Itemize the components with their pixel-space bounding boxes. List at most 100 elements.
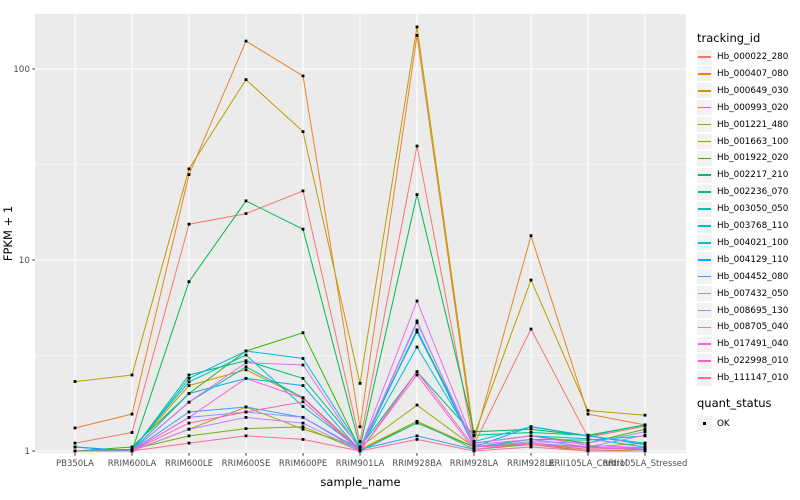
ok-square-marker-icon <box>697 416 712 431</box>
data-point <box>643 423 647 427</box>
legend-entry-Hb_004129_110: Hb_004129_110 <box>697 252 788 268</box>
data-point <box>472 441 476 445</box>
data-point <box>187 427 191 431</box>
data-point <box>244 39 248 43</box>
legend-entry-Hb_007432_050: Hb_007432_050 <box>697 286 789 302</box>
legend-label: Hb_000649_030 <box>717 85 789 96</box>
legend-entry-Hb_002217_210: Hb_002217_210 <box>697 167 789 183</box>
data-point <box>244 415 248 419</box>
data-point <box>244 349 248 353</box>
data-point <box>244 405 248 409</box>
legend-entry-quant-ok: OK <box>697 416 730 431</box>
data-point <box>244 368 248 372</box>
x-tick-label: PB350LA <box>56 459 94 469</box>
data-point <box>586 412 590 416</box>
legend-entry-Hb_000022_280: Hb_000022_280 <box>697 49 789 65</box>
y-tick-label: 1 <box>24 447 30 457</box>
line-swatch-icon <box>697 134 712 149</box>
data-point <box>472 430 476 434</box>
data-point <box>586 409 590 412</box>
line-swatch-icon <box>697 336 712 352</box>
legend-entry-Hb_000649_030: Hb_000649_030 <box>697 83 789 99</box>
data-point <box>529 425 533 429</box>
data-point <box>244 410 248 414</box>
line-swatch-icon <box>697 319 712 335</box>
data-point <box>301 425 305 429</box>
data-point <box>643 447 647 451</box>
data-point <box>529 431 533 434</box>
data-point <box>586 446 590 450</box>
data-point <box>586 434 590 438</box>
data-point <box>529 327 533 331</box>
legend-label: Hb_001221_480 <box>717 119 789 130</box>
data-point <box>130 449 134 453</box>
line-swatch-icon <box>697 184 712 200</box>
legend-label: Hb_002236_070 <box>717 187 789 198</box>
data-point <box>415 373 419 377</box>
x-tick-label: RRIM928LA <box>450 459 499 469</box>
data-point <box>130 412 134 416</box>
legend-entry-Hb_022998_010: Hb_022998_010 <box>697 353 788 369</box>
data-point <box>187 441 191 445</box>
data-point <box>187 376 191 380</box>
y-tick-label: 100 <box>13 65 30 75</box>
data-point <box>187 280 191 284</box>
legend-entry-Hb_111147_010: Hb_111147_010 <box>697 370 788 386</box>
data-point <box>415 319 419 323</box>
data-point <box>472 447 476 451</box>
line-swatch-icon <box>697 66 712 82</box>
data-point <box>358 381 362 385</box>
data-point <box>415 345 419 349</box>
data-point <box>415 321 419 325</box>
data-point <box>529 438 533 441</box>
data-point <box>415 438 419 441</box>
data-point <box>73 441 77 445</box>
data-point <box>472 443 476 447</box>
data-point <box>586 447 590 451</box>
legend-label: Hb_000022_280 <box>717 52 789 62</box>
data-point <box>244 359 248 363</box>
legend-label: Hb_008695_130 <box>717 305 789 316</box>
data-point <box>415 193 419 196</box>
data-point <box>244 361 248 365</box>
data-point <box>301 357 305 360</box>
legend-label: Hb_004452_080 <box>717 271 789 282</box>
data-point <box>130 431 134 434</box>
data-point <box>244 427 248 431</box>
data-point <box>358 445 362 449</box>
legend-entry-Hb_000993_020: Hb_000993_020 <box>697 100 788 116</box>
legend-label: Hb_001922_020 <box>717 153 789 164</box>
line-swatch-icon <box>697 370 712 386</box>
x-tick-label: RRIM600PE <box>279 459 327 469</box>
data-point <box>244 199 248 203</box>
x-tick-label: RRIM928LE <box>507 459 555 469</box>
data-point <box>586 437 590 441</box>
data-point <box>301 421 305 425</box>
data-point <box>415 25 419 29</box>
x-axis-title: sample_name <box>320 475 400 489</box>
data-point <box>415 403 419 407</box>
data-point <box>358 440 362 443</box>
data-point <box>643 413 647 417</box>
data-point <box>301 415 305 419</box>
data-point <box>301 363 305 367</box>
data-point <box>529 445 533 449</box>
data-point <box>130 373 134 377</box>
data-point <box>472 449 476 453</box>
data-point <box>301 331 305 335</box>
data-point <box>301 405 305 408</box>
data-point <box>301 384 305 387</box>
data-point <box>187 410 191 414</box>
line-swatch-icon <box>697 303 712 318</box>
data-point <box>244 212 248 215</box>
data-point <box>187 380 191 384</box>
legend-label: Hb_007432_050 <box>717 288 789 299</box>
legend-entry-Hb_004452_080: Hb_004452_080 <box>697 269 789 285</box>
legend-label: Hb_003050_050 <box>717 204 789 215</box>
data-point <box>529 441 533 445</box>
legend-entry-Hb_002236_070: Hb_002236_070 <box>697 184 789 200</box>
data-point <box>130 447 134 451</box>
legend-label: Hb_002217_210 <box>717 170 789 181</box>
y-axis-title: FPKM + 1 <box>1 206 15 261</box>
legend-entry-Hb_008705_040: Hb_008705_040 <box>697 319 788 335</box>
